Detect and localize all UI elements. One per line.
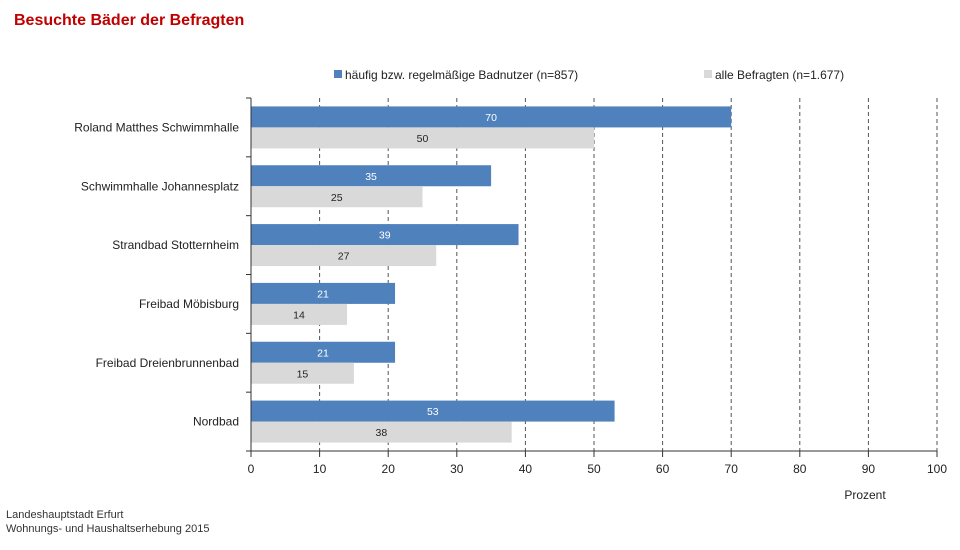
bar-frequent-3 (251, 282, 396, 304)
data-label-all-4: 15 (297, 368, 309, 380)
x-tick-label-30: 30 (450, 462, 464, 476)
bar-frequent-4 (251, 341, 396, 363)
x-tick-label-70: 70 (725, 462, 739, 476)
legend: häufig bzw. regelmäßige Badnutzer (n=857… (334, 68, 844, 82)
x-tick-label-90: 90 (862, 462, 876, 476)
x-tick-label-80: 80 (793, 462, 807, 476)
bar-all-0 (251, 127, 594, 149)
data-label-all-0: 50 (417, 133, 429, 145)
axes: 0 10 20 30 40 50 60 70 80 90 100 (246, 97, 947, 476)
bar-frequent-1 (251, 165, 492, 187)
x-tick-label-50: 50 (587, 462, 601, 476)
bar-all-3 (251, 303, 348, 325)
bar-frequent-5 (251, 400, 615, 422)
data-label-all-1: 25 (331, 192, 343, 204)
category-label-1: Schwimmhalle Johannesplatz (81, 179, 239, 193)
bars: 70 50 35 25 39 27 21 14 21 15 53 38 (251, 106, 732, 443)
source-note: Landeshauptstadt Erfurt Wohnungs- und Ha… (6, 508, 209, 536)
legend-label-all: alle Befragten (n=1.677) (715, 68, 844, 82)
x-tick-label-100: 100 (927, 462, 947, 476)
category-label-2: Strandbad Stotternheim (112, 238, 239, 252)
bar-all-1 (251, 186, 423, 208)
bar-all-2 (251, 245, 437, 267)
category-label-5: Nordbad (193, 415, 239, 429)
x-axis-title: Prozent (844, 488, 886, 502)
bar-frequent-2 (251, 224, 519, 246)
data-label-all-2: 27 (338, 251, 350, 263)
category-label-3: Freibad Möbisburg (139, 297, 239, 311)
data-label-frequent-2: 39 (379, 230, 391, 242)
data-label-frequent-3: 21 (317, 288, 329, 300)
legend-swatch-frequent (334, 70, 342, 78)
bar-all-4 (251, 362, 354, 384)
x-tick-label-60: 60 (656, 462, 670, 476)
data-label-frequent-0: 70 (485, 112, 497, 124)
legend-label-frequent: häufig bzw. regelmäßige Badnutzer (n=857… (345, 68, 578, 82)
x-tick-label-10: 10 (313, 462, 327, 476)
category-labels: Roland Matthes Schwimmhalle Schwimmhalle … (74, 120, 239, 428)
category-label-0: Roland Matthes Schwimmhalle (74, 120, 239, 134)
data-label-all-3: 14 (293, 309, 305, 321)
category-label-4: Freibad Dreienbrunnenbad (96, 356, 239, 370)
bar-frequent-0 (251, 106, 732, 128)
source-line-2: Wohnungs- und Haushaltserhebung 2015 (6, 523, 210, 535)
data-label-all-5: 38 (375, 427, 387, 439)
source-line-1: Landeshauptstadt Erfurt (6, 509, 124, 521)
chart-title: Besuchte Bäder der Befragten (14, 12, 245, 29)
data-label-frequent-5: 53 (427, 406, 439, 418)
x-tick-label-40: 40 (519, 462, 533, 476)
data-label-frequent-1: 35 (365, 171, 377, 183)
x-tick-label-20: 20 (382, 462, 396, 476)
data-label-frequent-4: 21 (317, 347, 329, 359)
gridlines (319, 98, 938, 451)
legend-swatch-all (704, 70, 712, 78)
x-tick-label-0: 0 (248, 462, 255, 476)
bar-all-5 (251, 421, 512, 443)
